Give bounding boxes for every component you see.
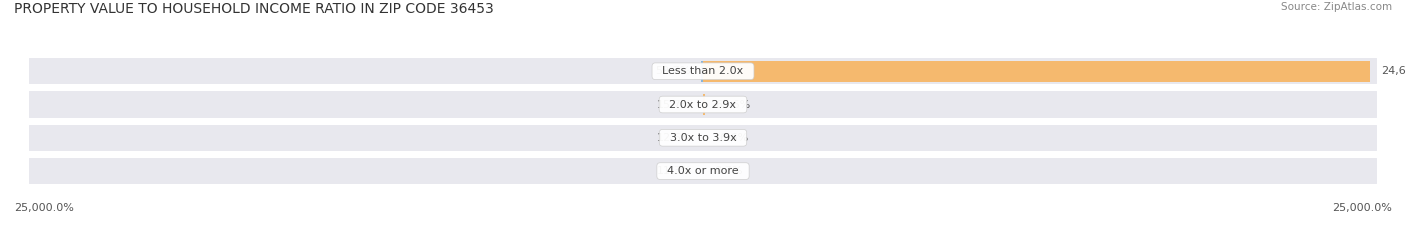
Text: 24,691.7%: 24,691.7% (1381, 66, 1406, 76)
Text: 8.7%: 8.7% (714, 166, 742, 176)
Bar (28, 124, 1378, 152)
Bar (28, 157, 1378, 185)
Text: 65.6%: 65.6% (716, 99, 751, 110)
Text: Less than 2.0x: Less than 2.0x (655, 66, 751, 76)
Text: 59.7%: 59.7% (655, 66, 690, 76)
Text: 15.7%: 15.7% (657, 99, 692, 110)
Text: 3.0x to 3.9x: 3.0x to 3.9x (662, 133, 744, 143)
Text: 12.6%: 12.6% (657, 133, 692, 143)
Text: 16.6%: 16.6% (714, 133, 749, 143)
Bar (702, 61, 703, 82)
Text: PROPERTY VALUE TO HOUSEHOLD INCOME RATIO IN ZIP CODE 36453: PROPERTY VALUE TO HOUSEHOLD INCOME RATIO… (14, 2, 494, 16)
Bar (28, 57, 1378, 85)
Text: 11.3%: 11.3% (657, 166, 692, 176)
Text: 25,000.0%: 25,000.0% (1331, 203, 1392, 213)
Bar (703, 61, 1369, 82)
Text: 2.0x to 2.9x: 2.0x to 2.9x (662, 99, 744, 110)
Text: 4.0x or more: 4.0x or more (661, 166, 745, 176)
Text: Source: ZipAtlas.com: Source: ZipAtlas.com (1281, 2, 1392, 12)
Text: 25,000.0%: 25,000.0% (14, 203, 75, 213)
Bar (703, 94, 704, 115)
Bar (28, 90, 1378, 119)
